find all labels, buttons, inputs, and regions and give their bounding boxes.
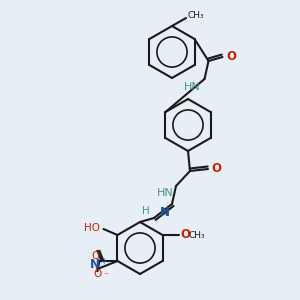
Text: N: N [160, 206, 170, 219]
Text: O: O [181, 229, 190, 242]
Text: O: O [93, 269, 102, 279]
Text: ⁻: ⁻ [103, 272, 108, 280]
Text: O: O [226, 50, 236, 62]
Text: +: + [100, 256, 107, 266]
Text: O: O [211, 161, 221, 175]
Text: H: H [142, 206, 150, 216]
Text: HN: HN [157, 188, 174, 198]
Text: N: N [89, 257, 100, 271]
Text: CH₃: CH₃ [188, 11, 205, 20]
Text: HO: HO [85, 223, 101, 233]
Text: HN: HN [184, 82, 200, 92]
Text: CH₃: CH₃ [188, 232, 205, 241]
Text: O: O [91, 251, 100, 261]
